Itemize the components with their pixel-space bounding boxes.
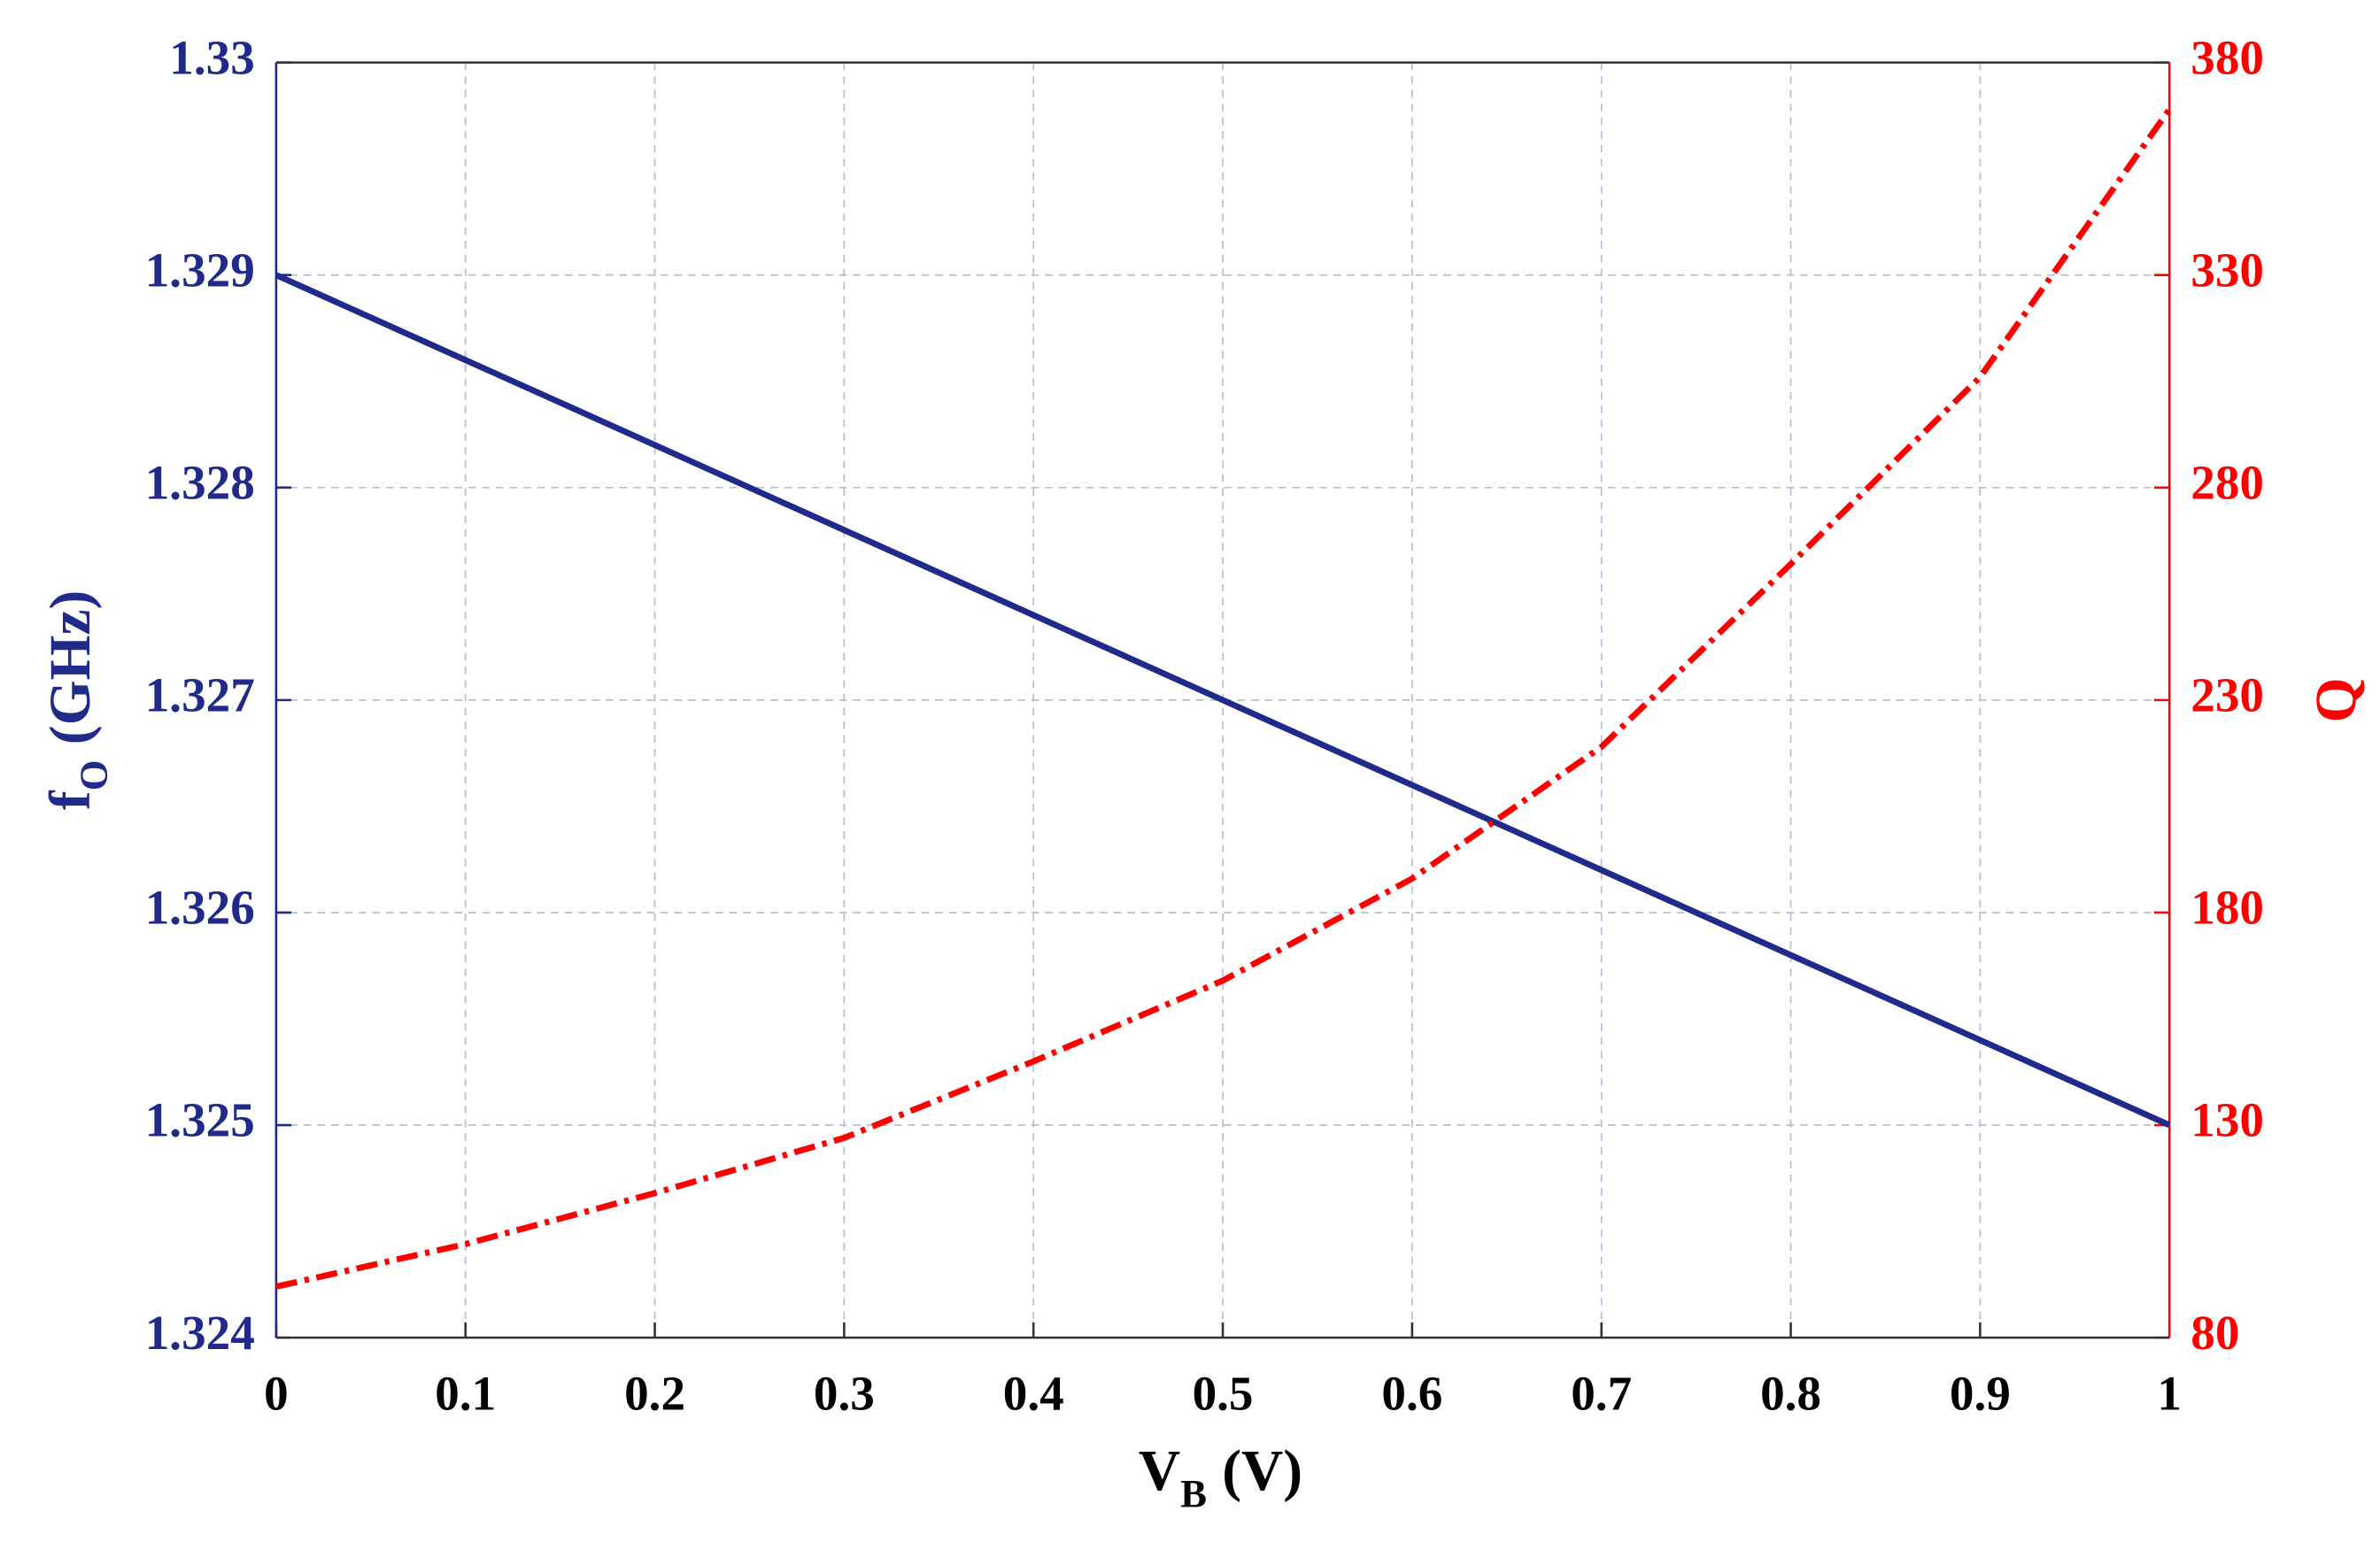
x-tick-label: 0.8 (1760, 1367, 1821, 1421)
y2-tick-label: 380 (2191, 30, 2264, 84)
y-tick-label: 1.328 (145, 455, 255, 509)
y2-tick-label: 130 (2191, 1093, 2264, 1147)
x-axis-label: VB (V) (1139, 1439, 1302, 1515)
data-line (274, 272, 2171, 1129)
y2-tick-label: 230 (2191, 668, 2264, 722)
y2-axis-label: Q (2305, 677, 2368, 722)
y-label-base: f (39, 790, 103, 810)
y-tick-label: 1.326 (145, 881, 255, 935)
y-tick-label: 1.325 (145, 1093, 255, 1147)
x-label-unit: (V) (1222, 1439, 1302, 1503)
data-line (275, 107, 2173, 1290)
y-tick-label: 1.33 (169, 30, 254, 84)
x-tick-label: 0.2 (624, 1367, 685, 1421)
x-tick-label: 0 (264, 1367, 289, 1421)
y-tick-label: 1.327 (145, 668, 255, 722)
x-label-sub: B (1180, 1471, 1207, 1515)
y-tick-label: 1.329 (145, 243, 255, 297)
y-label-sub: O (72, 759, 116, 790)
x-tick-label: 0.5 (1193, 1367, 1254, 1421)
y2-tick-label: 80 (2191, 1306, 2239, 1360)
x-tick-label: 0.4 (1003, 1367, 1064, 1421)
y-tick-label: 1.324 (145, 1306, 255, 1360)
x-tick-label: 0.6 (1381, 1367, 1442, 1421)
y-label-unit: (GHz) (39, 590, 103, 745)
x-tick-label: 1 (2157, 1367, 2182, 1421)
y2-tick-label: 280 (2191, 455, 2264, 509)
y2-tick-label: 330 (2191, 243, 2264, 297)
y-axis-label: fO (GHz) (39, 590, 115, 810)
x-label-base: V (1139, 1439, 1180, 1503)
y2-tick-label: 180 (2191, 881, 2264, 935)
x-tick-label: 0.1 (435, 1367, 496, 1421)
x-tick-label: 0.3 (814, 1367, 875, 1421)
x-tick-label: 0.7 (1571, 1367, 1632, 1421)
x-tick-label: 0.9 (1950, 1367, 2011, 1421)
